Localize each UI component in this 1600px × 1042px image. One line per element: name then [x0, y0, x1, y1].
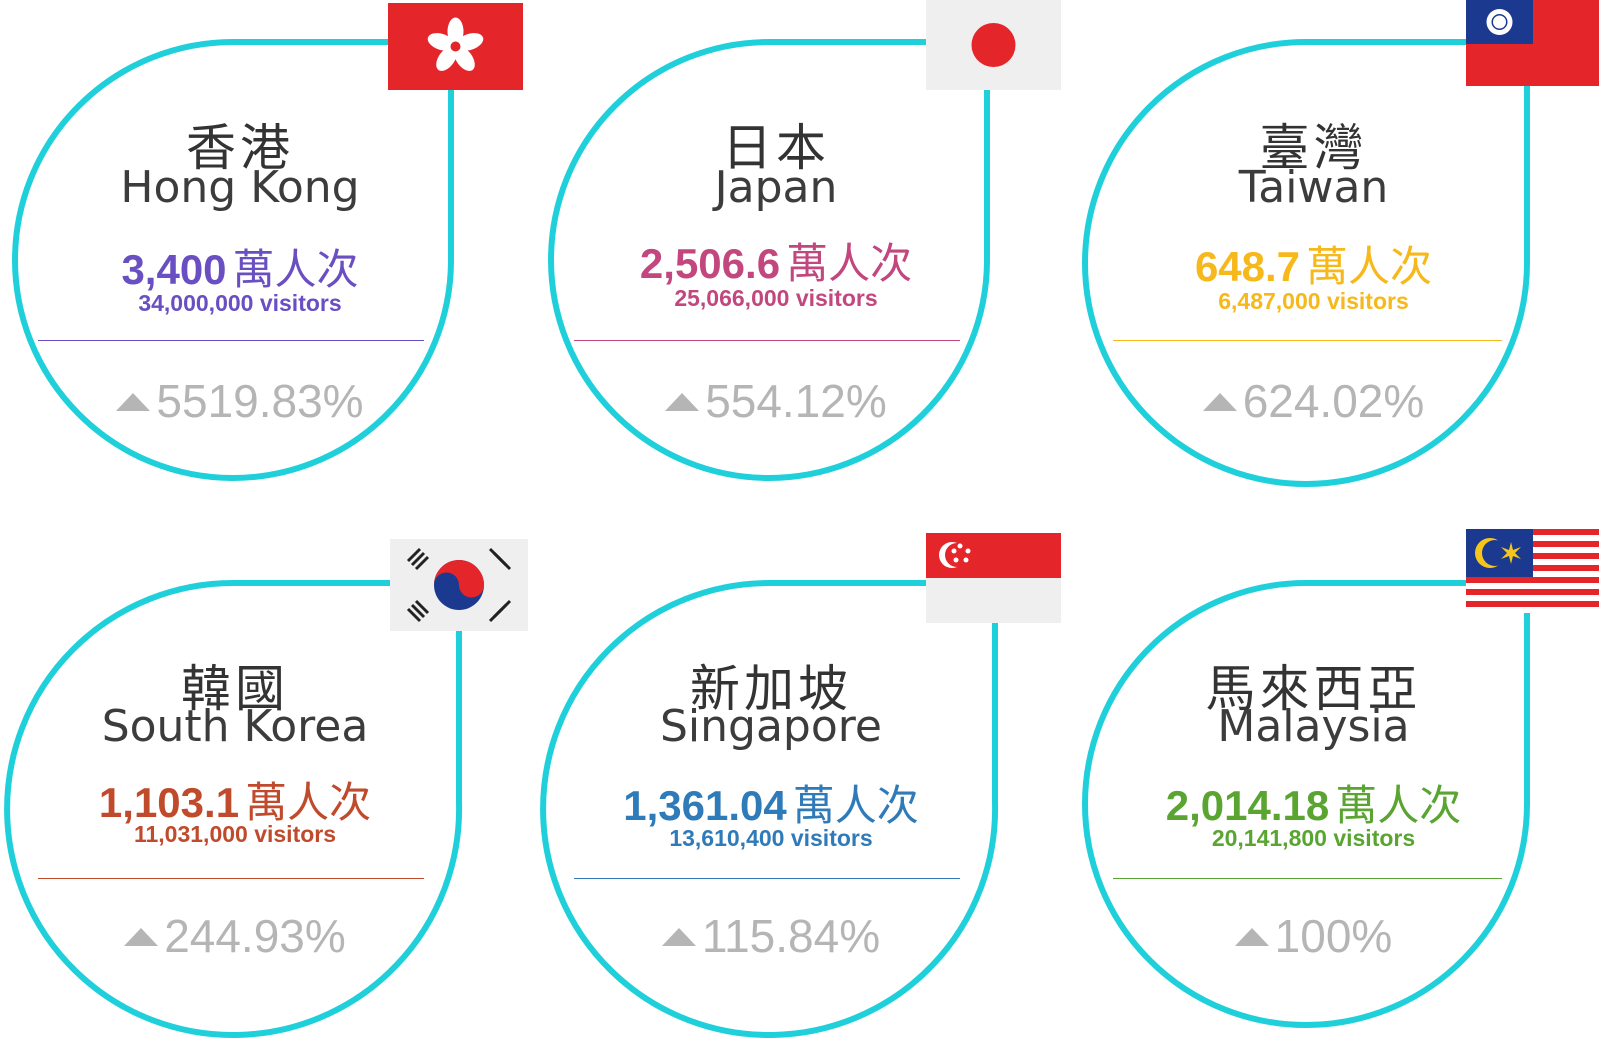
growth-rate-value: 624.02%: [1242, 375, 1425, 427]
country-name-chinese: 臺灣: [1259, 119, 1368, 177]
up-triangle-icon: [661, 928, 696, 946]
divider-line: [1113, 878, 1502, 879]
visitor-count-unit: 萬人次: [232, 245, 359, 294]
visitor-count: 2,014.18 萬人次: [1066, 772, 1561, 833]
growth-rate: 100%: [1066, 909, 1561, 963]
divider-line: [38, 878, 424, 879]
ring-outline: [4, 580, 463, 1038]
card-japan: 日本 Japan 2,506.6 萬人次 25,066,000 visitors …: [536, 0, 1069, 521]
country-name-chinese: 香港: [186, 119, 294, 177]
growth-rate-value: 100%: [1274, 910, 1393, 962]
up-triangle-icon: [1234, 928, 1269, 946]
ring-outline: [12, 39, 454, 481]
visitor-count: 648.7 萬人次: [1066, 233, 1561, 294]
growth-rate-value: 115.84%: [701, 910, 881, 962]
visitor-count-english: 20,141,800 visitors: [1211, 825, 1416, 851]
divider-line: [574, 878, 960, 879]
ring-outline: [540, 580, 999, 1038]
hong-kong-flag-icon: [388, 3, 523, 90]
ring-outline: [1082, 39, 1531, 487]
visitor-count-english: 25,066,000 visitors: [674, 285, 878, 311]
card-malaysia: 馬來西亞 Malaysia 2,014.18 萬人次 20,141,800 vis…: [1066, 521, 1599, 1042]
growth-rate-value: 5519.83%: [156, 375, 364, 427]
country-name-english: Hong Kong: [120, 162, 360, 213]
visitor-count-value: 1,361.04: [623, 782, 787, 829]
country-name-english: Singapore: [660, 701, 882, 752]
divider-line: [1113, 340, 1502, 341]
country-name-english: Japan: [714, 162, 838, 213]
growth-rate: 554.12%: [536, 374, 1016, 428]
visitor-count-unit: 萬人次: [1335, 781, 1462, 830]
visitor-count-unit: 萬人次: [245, 778, 372, 827]
visitor-count: 1,103.1 萬人次: [0, 769, 470, 830]
card-south-korea: 韓國 South Korea 1,103.1 萬人次 11,031,000 vis…: [0, 521, 533, 1042]
visitor-count-english: 6,487,000 visitors: [1218, 288, 1409, 314]
up-triangle-icon: [665, 393, 700, 411]
malaysia-flag-icon: [1466, 529, 1599, 613]
singapore-flag-icon: [926, 533, 1061, 623]
up-triangle-icon: [124, 928, 159, 946]
country-name-chinese: 馬來西亞: [1205, 660, 1422, 718]
card-hong-kong: 香港 Hong Kong 3,400 萬人次 34,000,000 visitor…: [0, 0, 533, 521]
visitor-count-value: 2,014.18: [1165, 782, 1330, 829]
country-name-english: Malaysia: [1217, 701, 1410, 752]
visitor-count-value: 3,400: [121, 246, 227, 293]
south-korea-flag-icon: [390, 539, 528, 631]
up-triangle-icon: [1202, 393, 1237, 411]
divider-line: [38, 340, 424, 341]
growth-rate-value: 244.93%: [164, 910, 346, 962]
visitor-count: 1,361.04 萬人次: [536, 772, 1006, 833]
divider-line: [574, 340, 960, 341]
growth-rate: 5519.83%: [0, 374, 480, 428]
taiwan-flag-icon: [1466, 0, 1599, 86]
card-singapore: 新加坡 Singapore 1,361.04 萬人次 13,610,400 vis…: [536, 521, 1069, 1042]
visitor-count-value: 648.7: [1194, 243, 1301, 290]
up-triangle-icon: [116, 393, 151, 411]
growth-rate: 115.84%: [536, 909, 1006, 963]
visitor-count-value: 2,506.6: [639, 240, 781, 287]
country-name-chinese: 新加坡: [690, 660, 852, 718]
visitor-count-unit: 萬人次: [792, 781, 919, 830]
country-name-english: Taiwan: [1238, 162, 1389, 213]
visitor-count-english: 34,000,000 visitors: [138, 290, 342, 316]
growth-rate: 624.02%: [1066, 374, 1561, 428]
country-name-chinese: 韓國: [181, 660, 289, 718]
growth-rate: 244.93%: [0, 909, 470, 963]
country-name-chinese: 日本: [722, 119, 830, 177]
visitor-count-english: 11,031,000 visitors: [133, 821, 337, 847]
visitor-count-unit: 萬人次: [1306, 242, 1433, 291]
country-name-english: South Korea: [101, 701, 369, 752]
visitor-count-english: 13,610,400 visitors: [669, 825, 873, 851]
japan-flag-icon: [926, 0, 1061, 90]
growth-rate-value: 554.12%: [705, 375, 887, 427]
visitor-count: 2,506.6 萬人次: [536, 230, 1016, 291]
ring-outline: [1082, 580, 1531, 1028]
visitor-count-unit: 萬人次: [786, 239, 913, 288]
ring-outline: [548, 39, 990, 481]
visitor-count-value: 1,103.1: [98, 779, 240, 826]
visitor-count: 3,400 萬人次: [0, 236, 480, 297]
card-taiwan: 臺灣 Taiwan 648.7 萬人次 6,487,000 visitors 62…: [1066, 0, 1599, 521]
